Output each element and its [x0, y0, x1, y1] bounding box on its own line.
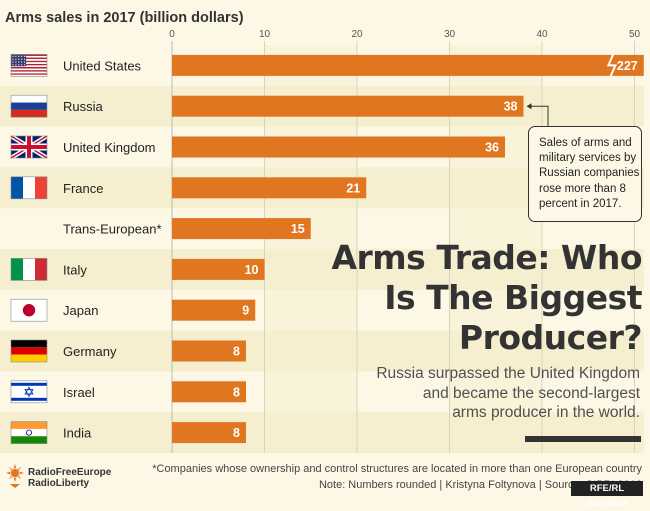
x-tick-label: 10 [259, 29, 271, 40]
x-tick-label: 40 [536, 29, 548, 40]
annotation-arrow-icon [526, 103, 532, 110]
category-label: Japan [63, 303, 98, 318]
annotation-line: percent in 2017. [539, 197, 622, 210]
x-tick-label: 30 [444, 29, 456, 40]
subheadline-line: arms producer in the world. [452, 404, 640, 421]
category-label: India [63, 426, 92, 441]
subheadline-line: and became the second-largest [422, 384, 640, 402]
bar [172, 54, 644, 76]
infographic: 0 10 20 30 40 50 227 United States 38 Russia 36 Un… [0, 10, 644, 509]
axis-break-icon [606, 53, 617, 78]
divider [525, 436, 641, 442]
chart-title: Arms sales in 2017 (billion dollars) [5, 10, 244, 26]
russia-annotation: Sales of arms and military services by R… [528, 126, 642, 222]
bar-value-label: 8 [233, 385, 240, 399]
bar [172, 299, 256, 321]
bar [172, 258, 265, 280]
russia-flag-icon [10, 94, 48, 118]
france-flag-icon [10, 176, 48, 200]
source-note: Note: Numbers rounded | Kristyna Foltyno… [318, 479, 642, 491]
subheadline-line: Russia surpassed the United Kingdom [376, 365, 640, 382]
israel-flag-icon [10, 380, 48, 404]
logo-line: RadioLiberty [28, 478, 90, 489]
bar-value-label: 36 [485, 141, 499, 155]
bar [172, 218, 311, 240]
footnote: *Companies whose ownership and control s… [140, 461, 642, 493]
footnote-line: *Companies whose ownership and control s… [152, 463, 642, 475]
category-label: Russia [63, 99, 104, 114]
bar-value-label: 38 [504, 100, 518, 114]
annotation-line: rose more than 8 [539, 182, 626, 195]
category-label: Israel [63, 385, 95, 400]
category-label: Italy [63, 262, 87, 277]
bar-value-label: 9 [242, 304, 249, 318]
bar [172, 136, 505, 158]
bar [172, 381, 246, 403]
bar-value-label: 8 [233, 345, 240, 359]
us-flag-icon [10, 54, 48, 77]
bar [172, 340, 246, 362]
category-label: Germany [63, 344, 117, 359]
subheadline: Russia surpassed the United Kingdom and … [360, 364, 640, 423]
india-flag-icon [10, 421, 48, 444]
bar-value-label: 8 [233, 426, 240, 440]
bar [172, 177, 367, 199]
credit-badge: RFE/RL Graphics [571, 481, 643, 509]
x-tick-label: 50 [629, 29, 641, 40]
x-tick-label: 20 [351, 29, 363, 40]
germany-flag-icon [10, 339, 48, 363]
rferl-logo-text: RadioFreeEurope RadioLiberty [28, 467, 111, 489]
uk-flag-icon [9, 134, 49, 160]
category-label: France [63, 181, 103, 196]
annotation-leader-line [527, 105, 549, 126]
category-label: United States [63, 58, 142, 73]
bar [172, 95, 524, 117]
logo-line: RadioFreeEurope [28, 467, 112, 478]
annotation-line: Sales of arms and [539, 137, 632, 149]
bar-value-label: 15 [291, 222, 305, 236]
headline-line: Is The Biggest [384, 278, 642, 317]
bar-value-label: 10 [245, 263, 259, 277]
x-tick-label: 0 [169, 29, 175, 40]
bar [172, 422, 246, 444]
italy-flag-icon [10, 258, 48, 281]
headline-line: Arms Trade: Who [331, 238, 642, 277]
headline-line: Producer? [458, 318, 643, 357]
rferl-logo-icon [6, 464, 24, 488]
annotation-line: Russian companies [539, 167, 640, 180]
category-label: Trans-European* [63, 222, 162, 237]
bar-value-label: 21 [346, 181, 360, 195]
category-label: United Kingdom [63, 140, 156, 155]
annotation-line: military services by [539, 152, 637, 165]
bar-value-label: 227 [617, 59, 638, 73]
japan-flag-icon [10, 298, 48, 322]
headline: Arms Trade: Who Is The Biggest Producer? [330, 238, 642, 358]
